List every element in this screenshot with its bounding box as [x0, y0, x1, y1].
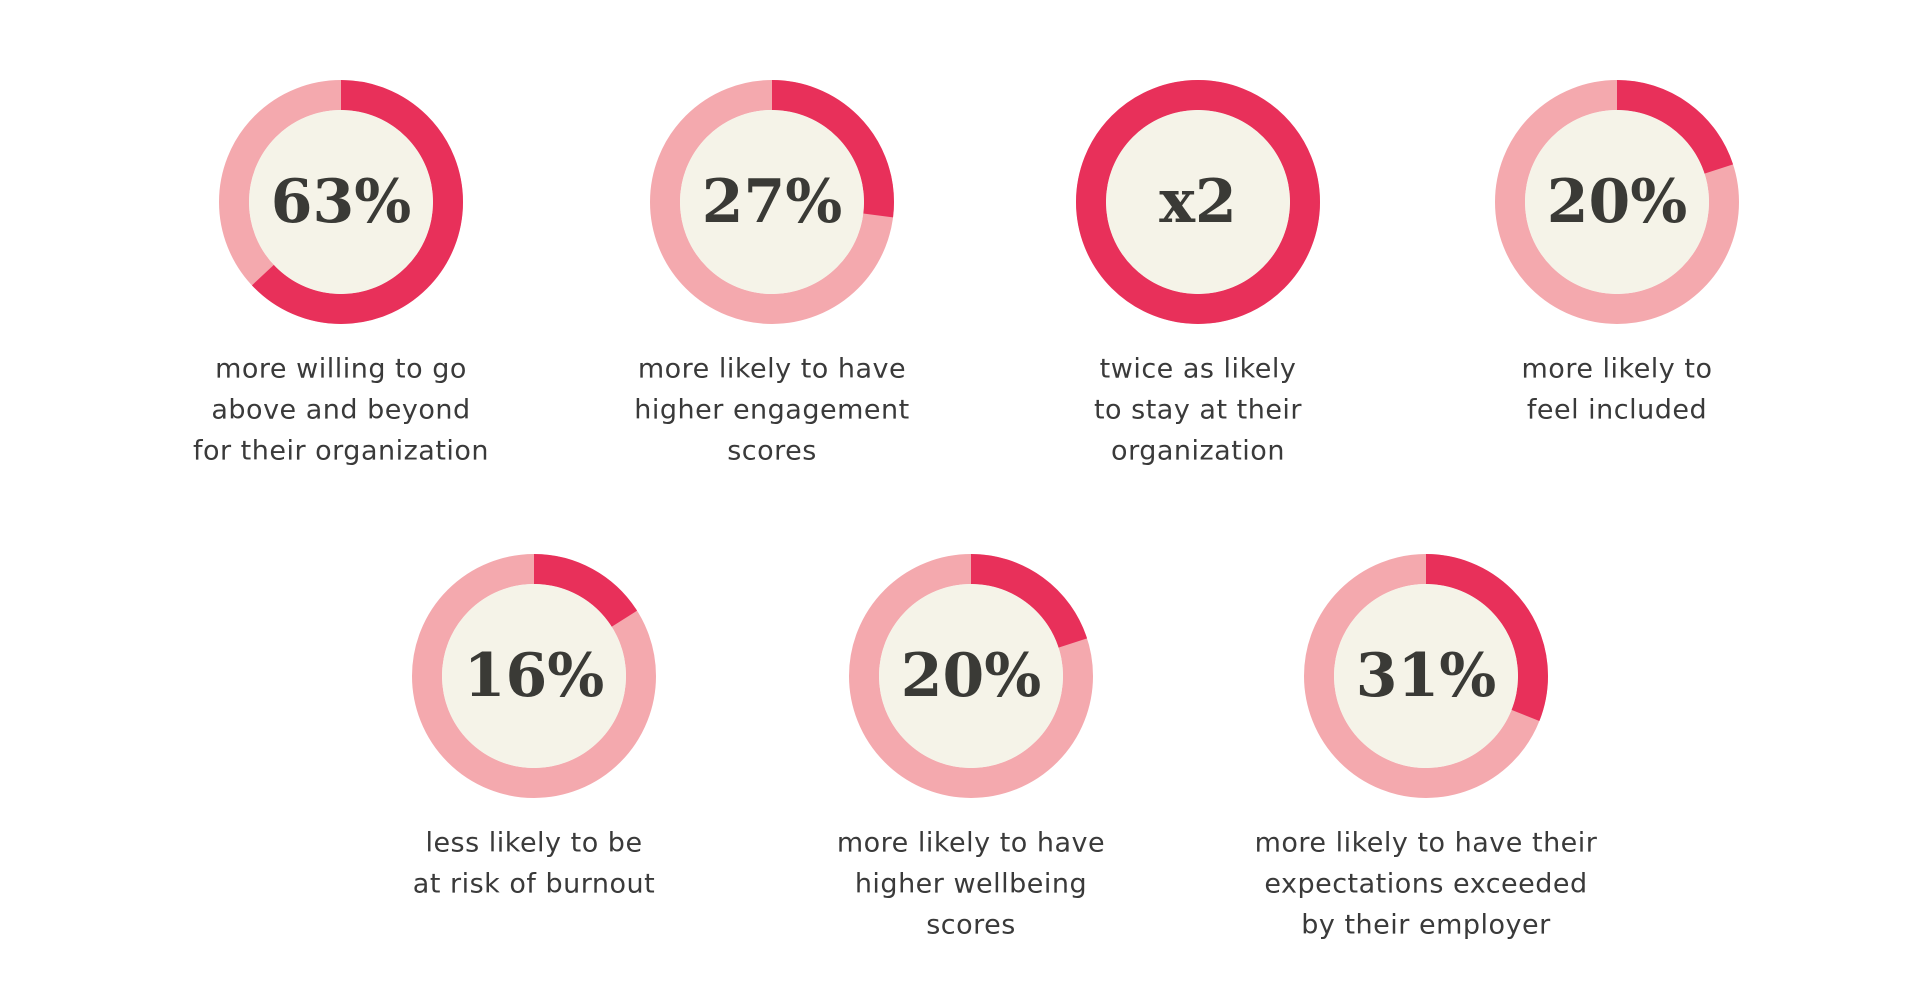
donut-center [1525, 110, 1709, 294]
caption: above and beyond [211, 395, 470, 426]
caption: at risk of burnout [413, 869, 655, 900]
caption: feel included [1527, 395, 1707, 426]
caption: to stay at their [1094, 395, 1302, 426]
donut-arc [849, 554, 1093, 798]
caption: twice as likely [1100, 354, 1297, 385]
donut-arc [412, 554, 656, 798]
value-label: 16% [464, 641, 605, 711]
donut-arc [219, 80, 463, 324]
value-label: 27% [702, 167, 843, 237]
donut-center [1106, 110, 1290, 294]
caption: less likely to be [425, 828, 642, 859]
value-label: 31% [1356, 641, 1497, 711]
caption: more willing to go [215, 354, 467, 385]
donut-center [249, 110, 433, 294]
caption: more likely to have [837, 828, 1105, 859]
caption: higher engagement [634, 395, 909, 426]
donut-center [1334, 584, 1518, 768]
donut-center [680, 110, 864, 294]
caption: more likely to have [638, 354, 906, 385]
donut-center [879, 584, 1063, 768]
caption: more likely to have their [1255, 828, 1598, 859]
caption: by their employer [1301, 910, 1551, 941]
caption: for their organization [193, 436, 489, 467]
donut-arc [1304, 554, 1548, 798]
value-label: 20% [1547, 167, 1688, 237]
donut-arc [1495, 80, 1739, 324]
donut-arc [1076, 80, 1320, 324]
caption: scores [727, 436, 817, 467]
donut-arc [650, 80, 894, 324]
value-label: 20% [901, 641, 1042, 711]
caption: higher wellbeing [855, 869, 1087, 900]
donut-center [442, 584, 626, 768]
caption: organization [1111, 436, 1285, 467]
caption: expectations exceeded [1264, 869, 1587, 900]
value-label: 63% [271, 167, 412, 237]
caption: scores [926, 910, 1016, 941]
caption: more likely to [1522, 354, 1713, 385]
value-label: x2 [1159, 167, 1237, 237]
